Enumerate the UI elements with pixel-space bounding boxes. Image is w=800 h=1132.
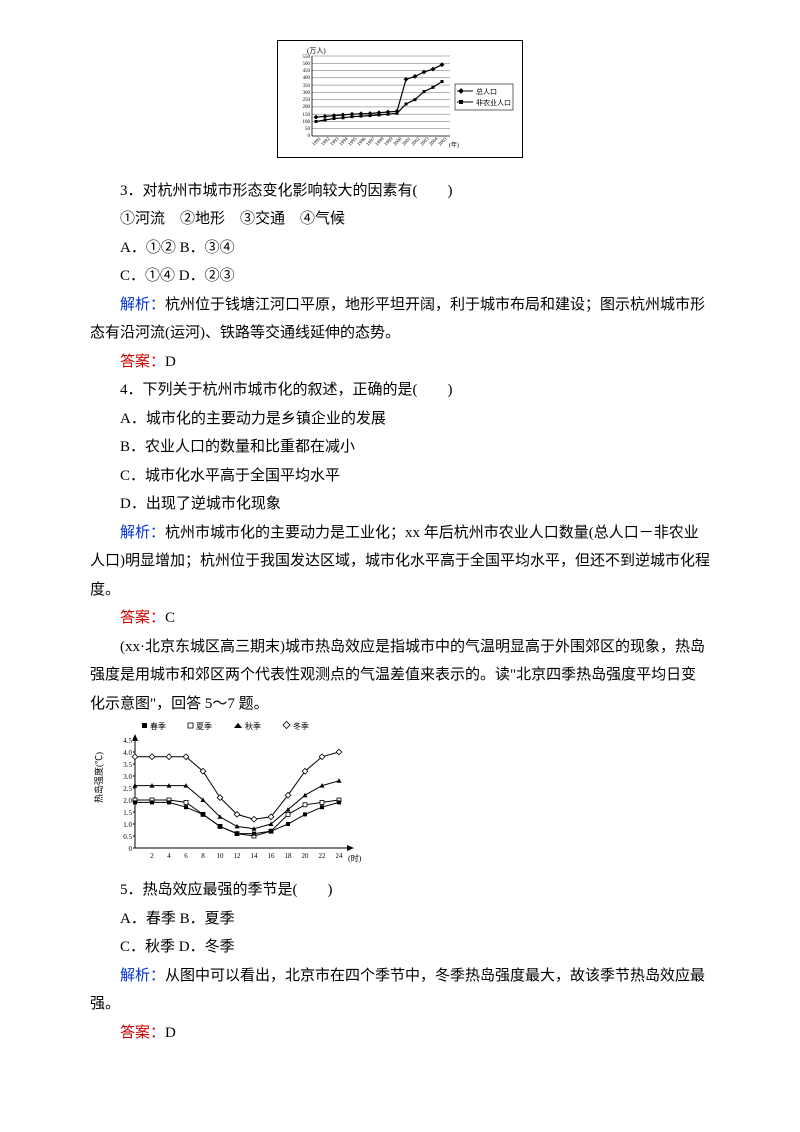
svg-text:(时): (时) [348,853,362,863]
q5-analysis-text: 从图中可以看出，北京市在四个季节中，冬季热岛强度最大，故该季节热岛效应最强。 [90,968,705,1013]
answer-label: 答案： [120,610,165,626]
q3-answer: 答案：D [90,348,710,377]
svg-text:450: 450 [303,69,311,74]
svg-text:4: 4 [167,852,171,860]
q3-analysis-text: 杭州位于钱塘江河口平原，地形平坦开阔，利于城市布局和建设；图示杭州城市形态有沿河… [90,297,705,342]
answer-label: 答案： [120,1025,165,1041]
q3-analysis: 解析：杭州位于钱塘江河口平原，地形平坦开阔，利于城市布局和建设；图示杭州城市形态… [90,291,710,348]
svg-text:春季: 春季 [150,721,166,731]
svg-text:50: 50 [305,127,311,132]
q4-analysis: 解析：杭州市城市化的主要动力是工业化；xx 年后杭州市农业人口数量(总人口－非农… [90,519,710,605]
q4-optD: D．出现了逆城市化现象 [90,490,710,519]
svg-text:3.0: 3.0 [123,773,132,781]
q3-answer-value: D [165,354,176,370]
svg-text:350: 350 [303,84,311,89]
chart1-frame: (万人) 0 50 100 150 200 250 300 350 400 45… [277,40,523,158]
svg-text:2.5: 2.5 [123,785,132,793]
q4-stem: 4．下列关于杭州市城市化的叙述，正确的是( ) [90,376,710,405]
svg-text:24: 24 [336,852,344,860]
legend-nonagri: 非农业人口 [476,98,511,107]
heat-island-chart: 春季 夏季 秋季 冬季 热岛强度(℃) 0 0.5 1.0 1.5 2.0 2.… [90,718,370,868]
svg-text:0: 0 [129,845,133,853]
svg-text:18: 18 [285,852,293,860]
svg-text:(年): (年) [449,141,459,149]
svg-text:100: 100 [303,120,311,125]
q3-row-cd: C．①④ D．②③ [90,262,710,291]
q5-stem: 5．热岛效应最强的季节是( ) [90,876,710,905]
svg-text:400: 400 [303,76,311,81]
q3-optB: B．③④ [180,240,235,256]
svg-text:200: 200 [303,105,311,110]
svg-text:夏季: 夏季 [196,721,212,731]
analysis-label: 解析： [120,525,165,541]
q4-optC: C．城市化水平高于全国平均水平 [90,462,710,491]
svg-text:12: 12 [234,852,242,860]
analysis-label: 解析： [120,968,165,984]
q5-optC: C．秋季 [120,939,175,955]
q3-optA: A．①② [120,240,176,256]
svg-text:4.5: 4.5 [123,737,132,745]
q4-analysis-text: 杭州市城市化的主要动力是工业化；xx 年后杭州市农业人口数量(总人口－非农业人口… [90,525,710,598]
passage2-text: (xx·北京东城区高三期末)城市热岛效应是指城市中的气温明显高于外围郊区的现象，… [90,633,710,719]
svg-text:250: 250 [303,98,311,103]
svg-text:22: 22 [319,852,327,860]
svg-text:秋季: 秋季 [245,721,261,731]
q3-optD: D．②③ [179,268,235,284]
q4-answer-value: C [165,610,175,626]
q3-subs: ①河流 ②地形 ③交通 ④气候 [90,205,710,234]
svg-text:10: 10 [217,852,225,860]
q5-optB: B．夏季 [180,911,235,927]
svg-text:冬季: 冬季 [293,721,309,731]
chart2-container: 春季 夏季 秋季 冬季 热岛强度(℃) 0 0.5 1.0 1.5 2.0 2.… [90,718,710,868]
document-page: (万人) 0 50 100 150 200 250 300 350 400 45… [0,0,800,1087]
q5-row-cd: C．秋季 D．冬季 [90,933,710,962]
svg-text:1.5: 1.5 [123,809,132,817]
answer-label: 答案： [120,354,165,370]
svg-text:4.0: 4.0 [123,749,132,757]
svg-text:8: 8 [201,852,205,860]
svg-text:20: 20 [302,852,310,860]
analysis-label: 解析： [120,297,165,313]
population-chart: (万人) 0 50 100 150 200 250 300 350 400 45… [282,44,518,154]
svg-text:550: 550 [303,55,311,60]
svg-text:500: 500 [303,62,311,67]
svg-text:2: 2 [150,852,154,860]
q5-answer-value: D [165,1025,176,1041]
svg-text:14: 14 [251,852,259,860]
legend-total: 总人口 [476,87,497,96]
q3-optC: C．①④ [120,268,175,284]
q4-answer: 答案：C [90,604,710,633]
chart1-container: (万人) 0 50 100 150 200 250 300 350 400 45… [90,40,710,169]
svg-text:2.0: 2.0 [123,797,132,805]
svg-text:6: 6 [184,852,188,860]
q5-answer: 答案：D [90,1019,710,1048]
svg-text:0.5: 0.5 [123,833,132,841]
q5-analysis: 解析：从图中可以看出，北京市在四个季节中，冬季热岛强度最大，故该季节热岛效应最强… [90,962,710,1019]
q4-optB: B．农业人口的数量和比重都在减小 [90,433,710,462]
chart1-y-unit: (万人) [307,47,326,55]
svg-text:3.5: 3.5 [123,761,132,769]
svg-text:1.0: 1.0 [123,821,132,829]
svg-text:16: 16 [268,852,276,860]
q3-row-ab: A．①② B．③④ [90,234,710,263]
svg-text:热岛强度(℃): 热岛强度(℃) [93,752,104,803]
q5-optA: A．春季 [120,911,176,927]
q3-stem: 3．对杭州市城市形态变化影响较大的因素有( ) [90,177,710,206]
q4-optA: A．城市化的主要动力是乡镇企业的发展 [90,405,710,434]
q5-optD: D．冬季 [179,939,235,955]
q5-row-ab: A．春季 B．夏季 [90,905,710,934]
svg-text:300: 300 [303,91,311,96]
svg-text:150: 150 [303,113,311,118]
